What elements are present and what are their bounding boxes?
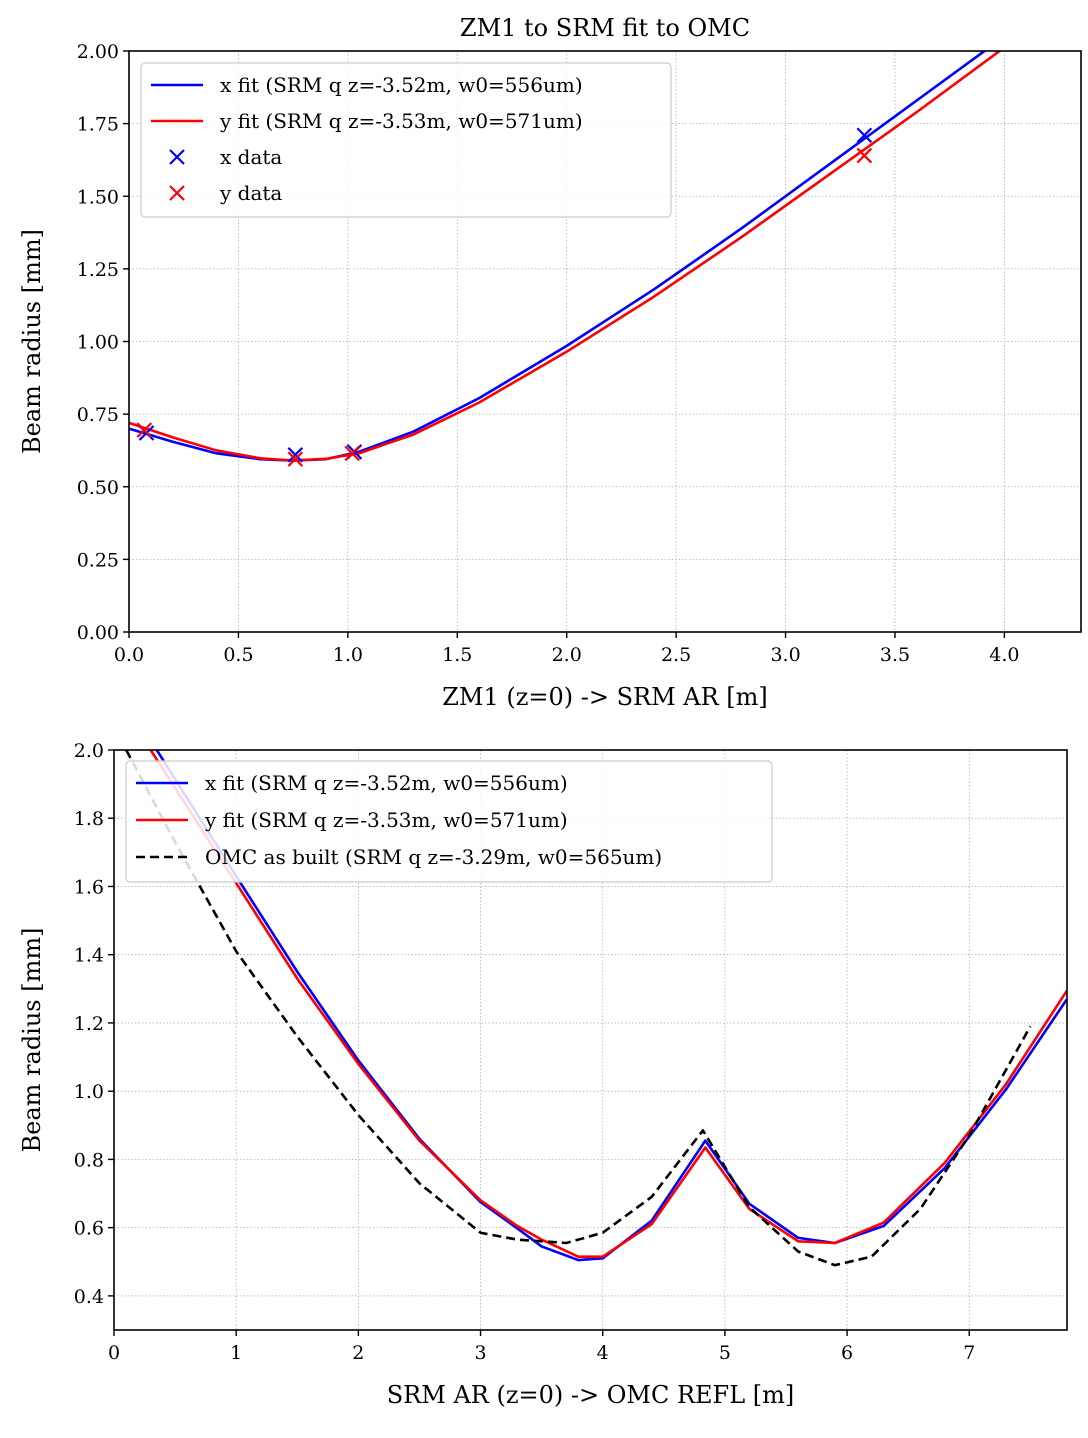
legend: x fit (SRM q z=-3.52m, w0=556um) y fit (S…: [125, 760, 773, 883]
series-line-omc-as-built-srm-q-z-3-29m-w0-565um: [125, 750, 1032, 1267]
x-tick-label: 1.5: [442, 644, 472, 666]
y-tick-label: 1.4: [74, 945, 104, 967]
y-tick-label: 0.75: [77, 404, 119, 426]
y-axis-label: Beam radius [mm]: [18, 928, 46, 1153]
x-tick-label: 2: [352, 1342, 364, 1364]
x-tick-label: 5: [719, 1342, 731, 1364]
legend-label: x data: [220, 145, 282, 169]
y-tick-label: 2.00: [77, 41, 119, 63]
x-axis-label: SRM AR (z=0) -> OMC REFL [m]: [387, 1381, 795, 1409]
legend-marker-y-data: [169, 185, 185, 201]
axes-frame: [113, 749, 1068, 1331]
y-tick-label: 0.4: [74, 1286, 104, 1308]
x-tick-label: 4: [597, 1342, 609, 1364]
legend-label: y fit (SRM q z=-3.53m, w0=571um): [204, 808, 568, 832]
data-point-y-data: [136, 422, 153, 438]
data-point-y-data: [344, 445, 361, 462]
legend-label: y data: [219, 181, 282, 205]
x-tick-label: 0: [108, 1342, 120, 1364]
legend: x fit (SRM q z=-3.52m, w0=556um) y fit (S…: [140, 62, 672, 218]
data-point-y-data: [287, 451, 304, 467]
axes-frame: [128, 50, 1082, 633]
y-tick-label: 0.25: [77, 549, 119, 571]
y-tick-label: 1.00: [77, 332, 119, 354]
x-tick-label: 3.5: [880, 644, 910, 666]
plot-area: [129, 51, 1002, 467]
x-tick-label: 2.5: [661, 644, 691, 666]
y-tick-label: 1.6: [74, 876, 104, 898]
chart-bottom: 0 1 2 3 4 5 6 7 0.4 0.6 0.8 1.0 1.2 1.4 1.6 1.8 2.0 SRM A…: [18, 740, 1068, 1409]
x-tick-label: 1: [230, 1342, 242, 1364]
series-line-y-fit-srm-q-z-3-53m-w0-571um: [149, 750, 1067, 1258]
data-point-y-data: [856, 147, 873, 164]
y-tick-label: 2.0: [74, 740, 104, 762]
data-point-x-data: [856, 127, 873, 144]
x-tick-label: 3.0: [770, 644, 800, 666]
x-tick-label: 4.0: [989, 644, 1019, 666]
data-point-x-data: [287, 447, 304, 463]
x-tick-label: 3: [474, 1342, 486, 1364]
legend-box: [125, 760, 773, 883]
y-axis-label: Beam radius [mm]: [18, 229, 46, 454]
y-tick-label: 1.50: [77, 186, 119, 208]
y-tick-label: 0.8: [74, 1149, 104, 1171]
legend-label: x fit (SRM q z=-3.52m, w0=556um): [205, 771, 568, 795]
series-line-y-fit-srm-q-z-3-53m-w0-571um: [129, 51, 1002, 462]
plot-area: [125, 750, 1067, 1267]
y-tick-label: 0.50: [77, 477, 119, 499]
y-tick-label: 1.25: [77, 259, 119, 281]
x-tick-label: 6: [841, 1342, 853, 1364]
y-tick-label: 1.75: [77, 114, 119, 136]
series-line-x-fit-srm-q-z-3-52m-w0-556um: [155, 750, 1067, 1262]
legend-box: [140, 62, 672, 218]
x-tick-label: 0.5: [223, 644, 253, 666]
x-tick-label: 0.0: [114, 644, 144, 666]
y-tick-label: 0.00: [77, 622, 119, 644]
chart-top: 0.0 0.5 1.0 1.5 2.0 2.5 3.0 3.5 4.0 0.00 0.25 0.50 0…: [18, 14, 1082, 711]
chart-title: ZM1 to SRM fit to OMC: [460, 14, 750, 42]
y-tick-label: 0.6: [74, 1218, 104, 1240]
x-tick-label: 7: [963, 1342, 975, 1364]
y-tick-label: 1.8: [74, 808, 104, 830]
legend-label: x fit (SRM q z=-3.52m, w0=556um): [220, 73, 583, 97]
legend-label: y fit (SRM q z=-3.53m, w0=571um): [219, 109, 583, 133]
x-axis-label: ZM1 (z=0) -> SRM AR [m]: [442, 683, 768, 711]
y-tick-label: 1.0: [74, 1081, 104, 1103]
y-tick-label: 1.2: [74, 1013, 104, 1035]
x-tick-label: 1.0: [333, 644, 363, 666]
x-tick-label: 2.0: [552, 644, 582, 666]
legend-label: OMC as built (SRM q z=-3.29m, w0=565um): [205, 845, 662, 869]
series-line-x-fit-srm-q-z-3-52m-w0-556um: [129, 51, 987, 462]
legend-marker-x-data: [169, 149, 185, 165]
